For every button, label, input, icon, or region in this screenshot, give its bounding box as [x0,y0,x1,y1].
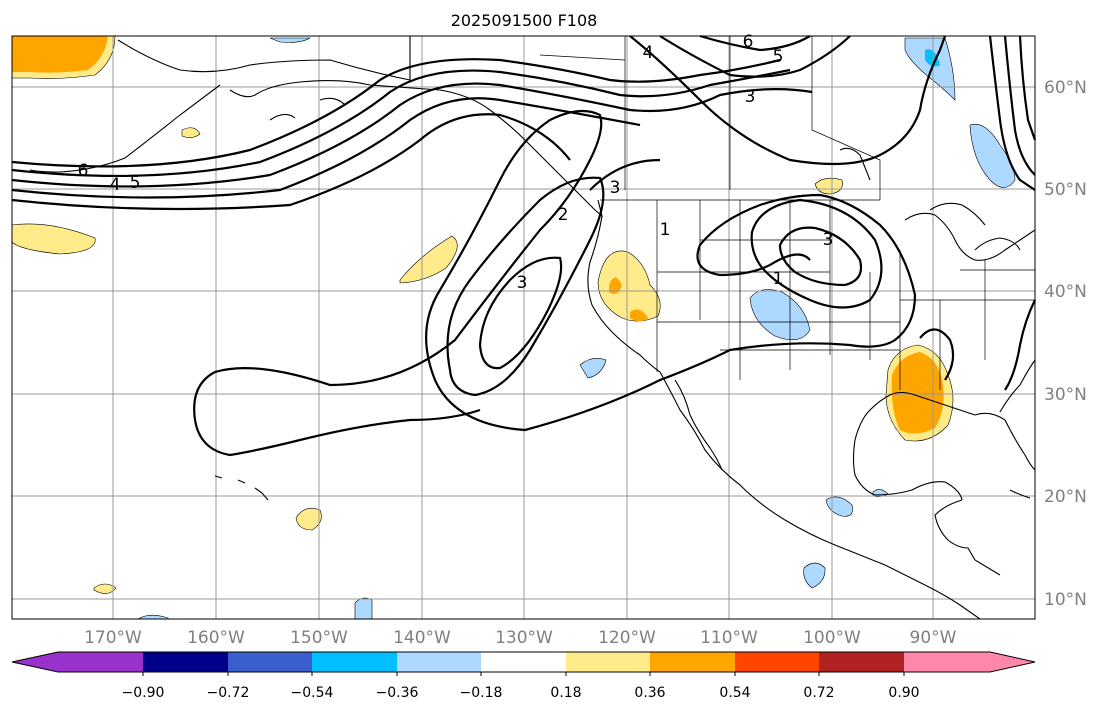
colorbar-tick-label: 0.72 [803,685,834,701]
contour-label: 3 [610,178,621,198]
lon-label: 140°W [393,628,451,648]
colorbar-segment [397,652,481,672]
colorbar-segment [650,652,735,672]
contour-label: 3 [517,273,528,293]
anomaly-negative-area [355,598,372,619]
contour-label: 4 [643,43,654,63]
contour-label: 3 [745,87,756,107]
lon-label: 130°W [495,628,553,648]
lon-label: 170°W [84,628,142,648]
contour-label: 2 [558,205,569,225]
lat-label: 40°N [1044,282,1087,302]
contour-label: 3 [823,230,834,250]
colorbar-tick-label: −0.90 [122,685,165,701]
colorbar-tick-label: −0.54 [291,685,334,701]
lat-label: 60°N [1044,78,1087,98]
lon-label: 160°W [187,628,245,648]
colorbar-tick-label: 0.36 [634,685,665,701]
colorbar-segment [481,652,566,672]
lat-label: 30°N [1044,385,1087,405]
colorbar-segment [904,652,1035,672]
lon-label: 90°W [910,628,957,648]
lat-label: 50°N [1044,180,1087,200]
contour-label: 5 [773,47,784,67]
colorbar-tick-label: 0.90 [888,685,919,701]
colorbar-segment [143,652,228,672]
contour-label: 4 [110,175,121,195]
lat-label: 10°N [1044,590,1087,610]
colorbar-tick-label: 0.18 [550,685,581,701]
latitude-labels: 60°N 50°N 40°N 30°N 20°N 10°N [1044,78,1087,610]
map-title: 2025091500 F108 [451,11,598,30]
colorbar-segment [566,652,650,672]
colorbar-tick-label: −0.72 [207,685,250,701]
lon-label: 150°W [290,628,348,648]
colorbar-tick-label: −0.18 [460,685,503,701]
lat-label: 20°N [1044,487,1087,507]
colorbar-segment [735,652,819,672]
contour-label: 5 [130,173,141,193]
colorbar-tick-labels: −0.90 −0.72 −0.54 −0.36 −0.18 0.18 0.36 … [122,685,920,701]
colorbar-tick-label: −0.36 [376,685,419,701]
colorbar-segment [312,652,397,672]
lon-label: 110°W [700,628,758,648]
lon-label: 100°W [803,628,861,648]
contour-label: 1 [773,269,784,289]
colorbar-segment [228,652,312,672]
colorbar-segment [12,652,143,672]
colorbar-tick-label: 0.54 [719,685,750,701]
contour-label: 1 [660,220,671,240]
longitude-labels: 170°W 160°W 150°W 140°W 130°W 120°W 110°… [84,628,957,648]
colorbar [12,652,1035,676]
weather-map-figure: 2025091500 F108 [0,0,1105,712]
colorbar-segment [819,652,904,672]
contour-label: 6 [743,32,754,52]
contour-label: 6 [78,161,89,181]
lon-label: 120°W [598,628,656,648]
